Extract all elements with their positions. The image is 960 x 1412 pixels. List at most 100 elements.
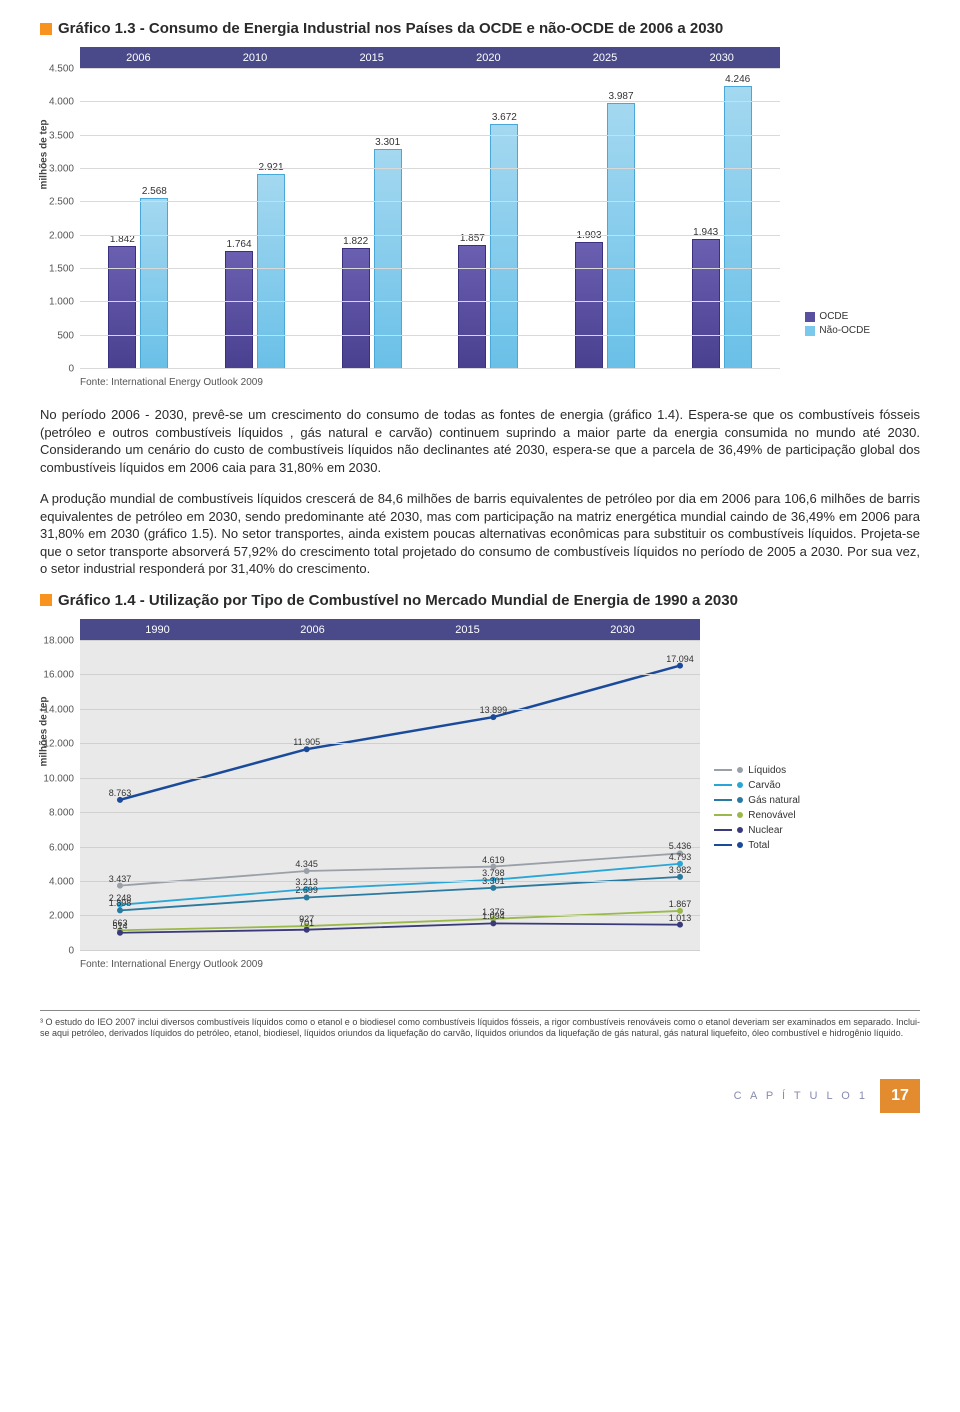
bar-y-tick: 500 [57, 330, 80, 341]
bar-value-label: 1.903 [577, 230, 602, 243]
line-gridline: 12.000 [80, 743, 700, 744]
line-legend-item: Líquidos [714, 765, 800, 776]
line-y-tick: 6.000 [49, 842, 80, 853]
line-point-label: 701 [299, 918, 314, 928]
bar-chart-plot: milhões de tep 1.8422.5681.7642.9211.822… [80, 69, 780, 369]
line-point-label: 514 [112, 921, 127, 931]
bar-group: 1.7642.921 [197, 69, 314, 369]
line-gridline: 6.000 [80, 847, 700, 848]
line-point-label: 4.619 [482, 855, 505, 865]
bar-group: 1.8573.672 [430, 69, 547, 369]
bar-header-year: 2010 [197, 52, 314, 64]
bar-group: 1.8422.568 [80, 69, 197, 369]
bar-gridline: 2.500 [80, 201, 780, 202]
chart2-source: Fonte: International Energy Outlook 2009 [80, 959, 920, 970]
line-header-year: 1990 [80, 624, 235, 636]
line-y-tick: 18.000 [43, 635, 80, 646]
chart2-title: Gráfico 1.4 - Utilização por Tipo de Com… [40, 592, 920, 609]
line-point-label: 3.982 [669, 865, 692, 875]
line-gridline: 8.000 [80, 812, 700, 813]
legend-line-swatch [714, 844, 732, 846]
bar-y-tick: 4.500 [49, 64, 80, 75]
bar-value-label: 1.764 [226, 239, 251, 252]
bar-y-axis-label: milhões de tep [39, 119, 50, 189]
line-legend-item: Gás natural [714, 795, 800, 806]
line-y-tick: 14.000 [43, 704, 80, 715]
legend-dot-swatch [737, 827, 743, 833]
line-point-label: 3.301 [482, 876, 505, 886]
line-gridline: 4.000 [80, 881, 700, 882]
line-chart-plot: milhões de tep LíquidosCarvãoGás natural… [80, 641, 700, 951]
bar-naoocde: 2.921 [257, 174, 285, 369]
bar-naoocde: 3.987 [607, 103, 635, 369]
bar-value-label: 3.301 [375, 137, 400, 150]
legend-line-swatch [714, 769, 732, 771]
bar-header-year: 2030 [663, 52, 780, 64]
bar-y-tick: 2.000 [49, 230, 80, 241]
bar-naoocde: 3.301 [374, 149, 402, 369]
bar-header-year: 2020 [430, 52, 547, 64]
bar-value-label: 3.672 [492, 112, 517, 125]
line-point-label: 4.793 [669, 852, 692, 862]
bar-gridline: 1.500 [80, 268, 780, 269]
line-legend-item: Total [714, 840, 800, 851]
bar-group: 1.903 3.987 [547, 69, 664, 369]
legend-line-swatch [714, 814, 732, 816]
legend-dot-swatch [737, 767, 743, 773]
line-point-label: 4.345 [295, 859, 318, 869]
legend-swatch-ocde [805, 312, 815, 322]
bar-gridline: 4.000 [80, 101, 780, 102]
paragraph-2: A produção mundial de combustíveis líqui… [40, 490, 920, 578]
line-y-tick: 12.000 [43, 739, 80, 750]
legend-dot-swatch [737, 782, 743, 788]
line-point-label: 2.699 [295, 885, 318, 895]
bar-naoocde: 3.672 [490, 124, 518, 369]
legend-label: Total [748, 840, 769, 851]
line-point-label: 1.898 [109, 898, 132, 908]
chart1-title-text: Gráfico 1.3 - Consumo de Energia Industr… [58, 20, 723, 37]
bar-ocde: 1.764 [225, 251, 253, 369]
bar-gridline: 4.500 [80, 68, 780, 69]
line-point-label: 1.013 [669, 913, 692, 923]
line-header-year: 2030 [545, 624, 700, 636]
line-series [120, 864, 680, 905]
line-gridline: 14.000 [80, 709, 700, 710]
footnote-separator [40, 1010, 920, 1011]
line-point-label: 8.763 [109, 788, 132, 798]
line-legend-item: Renovável [714, 810, 800, 821]
line-point-label: 5.436 [669, 841, 692, 851]
bar-naoocde: 4.246 [724, 86, 752, 369]
bar-y-tick: 1.500 [49, 264, 80, 275]
line-gridline: 18.000 [80, 640, 700, 641]
chapter-label: C A P Í T U L O 1 [734, 1090, 868, 1102]
legend-label: Renovável [748, 810, 795, 821]
legend-item-naoocde: Não-OCDE [805, 325, 870, 336]
bar-gridline: 500 [80, 335, 780, 336]
bar-chart: 200620102015202020252030 milhões de tep … [80, 47, 780, 369]
bar-value-label: 4.246 [725, 74, 750, 87]
line-point-label: 11.905 [293, 737, 320, 747]
line-y-tick: 10.000 [43, 773, 80, 784]
chart-title-marker [40, 594, 52, 606]
line-header-year: 2015 [390, 624, 545, 636]
bar-header-year: 2006 [80, 52, 197, 64]
line-chart: 1990200620152030 milhões de tep Líquidos… [80, 619, 700, 951]
line-y-tick: 16.000 [43, 670, 80, 681]
bar-y-tick: 1.000 [49, 297, 80, 308]
bar-gridline: 3.000 [80, 168, 780, 169]
legend-line-swatch [714, 784, 732, 786]
bar-value-label: 1.842 [110, 234, 135, 247]
line-y-tick: 4.000 [49, 877, 80, 888]
line-gridline: 10.000 [80, 778, 700, 779]
bar-ocde: 1.822 [342, 248, 370, 369]
line-series [120, 666, 680, 800]
line-y-tick: 2.000 [49, 911, 80, 922]
line-chart-header: 1990200620152030 [80, 619, 700, 641]
footnote: ³ O estudo do IEO 2007 inclui diversos c… [40, 1017, 920, 1040]
chart2-title-text: Gráfico 1.4 - Utilização por Tipo de Com… [58, 592, 738, 609]
line-header-year: 2006 [235, 624, 390, 636]
chart1-source: Fonte: International Energy Outlook 2009 [80, 377, 920, 388]
legend-dot-swatch [737, 812, 743, 818]
legend-label-naoocde: Não-OCDE [819, 325, 870, 336]
line-y-tick: 0 [68, 945, 80, 956]
